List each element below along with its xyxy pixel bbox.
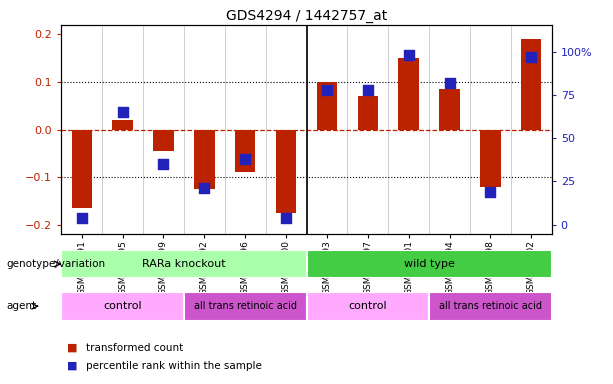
Point [363, 87, 373, 93]
Bar [306, 250, 552, 278]
Point [159, 161, 169, 167]
Bar [61, 292, 184, 321]
Text: ■: ■ [67, 361, 78, 371]
Bar [480, 130, 501, 187]
Text: all trans retinoic acid: all trans retinoic acid [194, 301, 297, 311]
Text: control: control [348, 301, 387, 311]
Bar [194, 130, 215, 189]
Text: agent: agent [6, 301, 36, 311]
Bar [112, 120, 133, 130]
Point [118, 109, 128, 115]
Bar [440, 89, 460, 130]
Title: GDS4294 / 1442757_at: GDS4294 / 1442757_at [226, 8, 387, 23]
Bar [184, 292, 306, 321]
Bar [357, 96, 378, 130]
Point [240, 156, 250, 162]
Text: genotype/variation: genotype/variation [6, 259, 105, 269]
Text: percentile rank within the sample: percentile rank within the sample [86, 361, 262, 371]
Point [527, 54, 536, 60]
Point [404, 52, 414, 58]
Bar [521, 39, 541, 130]
Bar [235, 130, 256, 172]
Text: transformed count: transformed count [86, 343, 183, 353]
Text: ■: ■ [67, 343, 78, 353]
Bar [153, 130, 173, 151]
Text: RARa knockout: RARa knockout [142, 259, 226, 269]
Point [281, 215, 291, 221]
Bar [72, 130, 92, 208]
Point [199, 185, 209, 192]
Text: control: control [103, 301, 142, 311]
Point [77, 215, 86, 221]
Point [444, 80, 454, 86]
Bar [429, 292, 552, 321]
Bar [317, 82, 337, 130]
Bar [61, 250, 306, 278]
Text: all trans retinoic acid: all trans retinoic acid [439, 301, 542, 311]
Bar [398, 58, 419, 130]
Point [322, 87, 332, 93]
Bar [306, 292, 429, 321]
Bar [276, 130, 296, 213]
Point [485, 189, 495, 195]
Text: wild type: wild type [404, 259, 454, 269]
